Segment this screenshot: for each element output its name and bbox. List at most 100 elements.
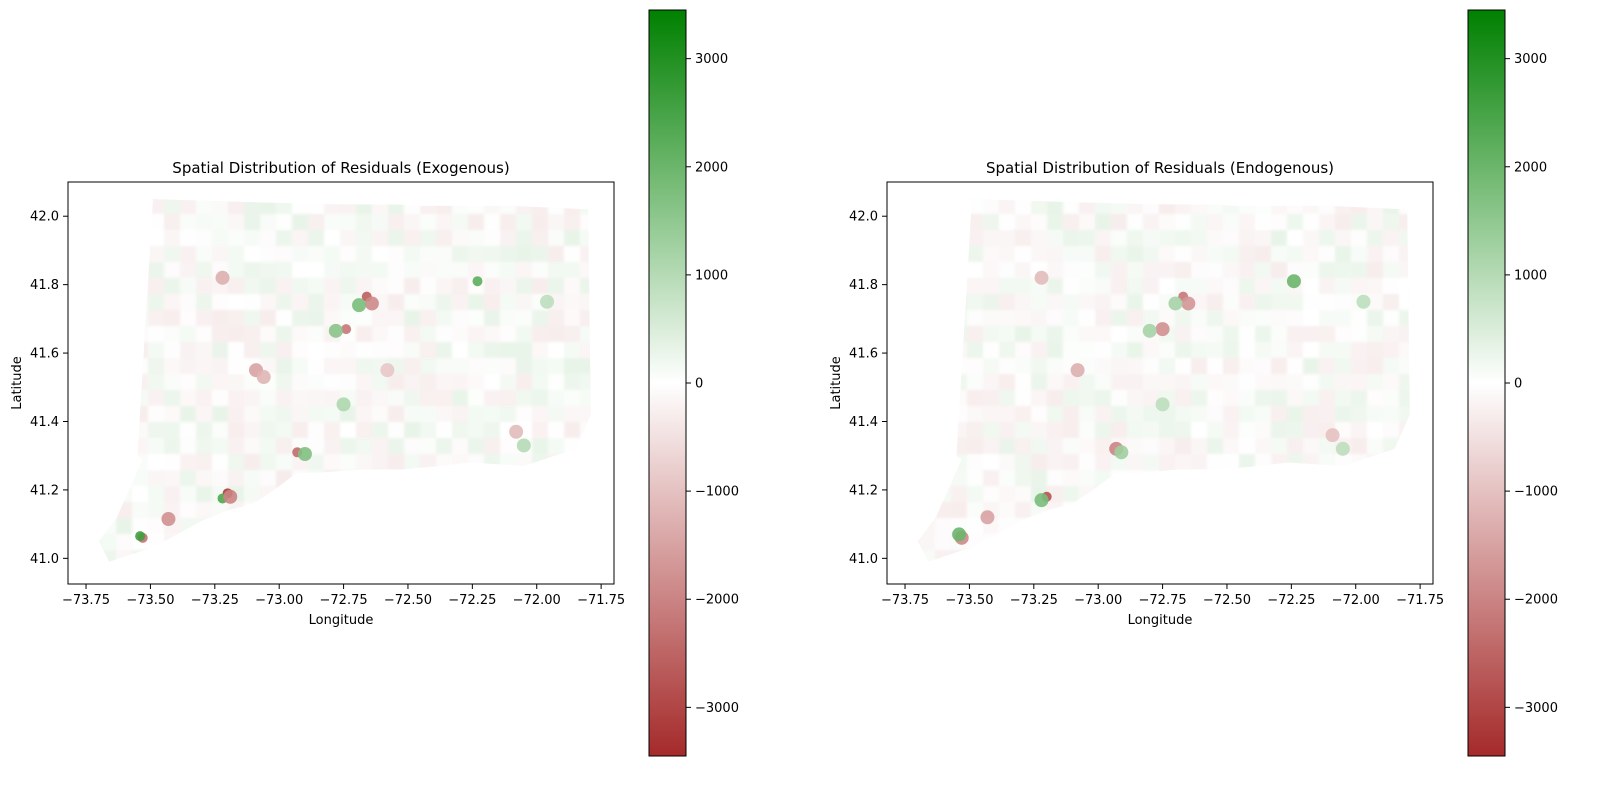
tract-cell [1367,262,1384,279]
tract-cell [164,358,181,375]
tract-cell [1223,470,1240,487]
tract-cell [276,422,293,439]
tract-cell [68,566,85,583]
tract-cell [564,502,581,519]
tract-cell [212,310,229,327]
tract-cell [98,470,101,487]
tract-cell [1031,470,1048,487]
residual-hotspot [952,527,967,542]
tract-cell [244,246,261,263]
tract-cell [196,486,213,503]
tract-cell [500,326,517,343]
tract-cell [68,470,85,487]
tract-cell [1095,518,1112,535]
tract-cell [999,199,1016,215]
tract-cell [596,470,613,487]
tract-cell [917,294,920,311]
tract-cell [1303,550,1320,562]
tract-cell [292,470,309,487]
tract-cell [244,278,261,295]
tract-cell [276,326,293,343]
tract-cell [1047,470,1064,487]
tract-cell [132,374,149,391]
tract-cell [580,310,591,327]
tract-cell [420,294,437,311]
tract-cell [983,550,1000,562]
tract-cell [548,486,565,503]
tract-cell [967,230,984,247]
tract-cell [228,230,245,247]
residual-hotspot [1335,441,1350,456]
tract-cell [1271,182,1288,199]
tract-cell [1335,278,1352,295]
tract-cell [1255,310,1272,327]
tract-cell [935,390,952,407]
tract-cell [212,374,229,391]
tract-cell [292,358,309,375]
tract-cell [1095,374,1112,391]
tract-cell [372,262,389,279]
tract-cell [1287,566,1304,583]
tract-cell [308,214,325,231]
tract-cell [1255,486,1272,503]
tract-cell [148,518,165,535]
tract-cell [1415,534,1432,551]
tract-cell [1367,182,1384,199]
tract-cell [967,550,984,562]
tract-cell [1271,438,1288,455]
tract-cell [1079,566,1096,583]
tract-cell [260,182,277,199]
tract-cell [919,486,936,503]
tract-cell [1159,454,1176,471]
tract-cell [919,518,936,535]
tract-cell [116,310,133,327]
tract-cell [308,438,325,455]
tract-cell [420,342,437,359]
tract-cell [260,342,277,359]
tract-cell [228,246,245,263]
tract-cell [1159,230,1176,247]
tract-cell [596,310,613,327]
tract-cell [1143,230,1160,247]
tract-cell [116,518,133,535]
tract-cell [404,406,421,423]
tract-cell [436,566,453,583]
tract-cell [388,406,405,423]
tract-cell [1143,342,1160,359]
tract-cell [1079,278,1096,295]
tract-cell [1207,246,1224,263]
tract-cell [887,518,904,535]
tract-cell [180,278,197,295]
tract-cell [1175,566,1192,583]
tract-cell [532,278,549,295]
tract-cell [1255,326,1272,343]
residual-hotspot [1325,428,1340,443]
tract-cell [1287,454,1304,471]
tract-cell [935,422,952,439]
tract-cell [132,246,149,263]
tract-cell [1239,182,1256,199]
tract-cell [244,566,261,583]
tract-cell [308,310,325,327]
tract-cell [1063,310,1080,327]
tract-cell [1111,534,1128,551]
tract-cell [1399,294,1410,311]
tract-cell [324,422,341,439]
tract-cell [1271,550,1288,562]
tract-cell [148,534,165,551]
tract-cell [324,358,341,375]
tract-cell [132,214,149,231]
tract-cell [1415,182,1432,199]
colorbar-tick-label: 0 [695,377,703,392]
colorbar-tick-label: −2000 [1514,593,1558,608]
tract-cell [340,566,357,583]
tract-cell [1287,438,1304,455]
tract-cell [919,406,936,423]
tract-cell [132,406,149,423]
y-axis: 41.041.241.441.641.842.0 [30,210,68,567]
tract-cell [308,566,325,583]
tract-cell [1303,502,1320,519]
tract-cell [404,550,421,562]
tract-cell [564,550,581,562]
x-axis-label: Longitude [1128,613,1193,628]
